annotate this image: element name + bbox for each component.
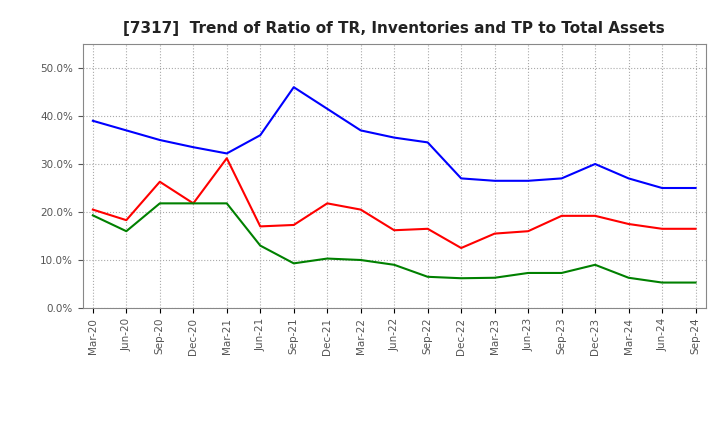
Inventories [289,84,298,90]
Inventories [591,161,600,167]
Trade Receivables [189,201,197,206]
Trade Receivables [624,221,633,227]
Trade Receivables [691,226,700,231]
Inventories [658,185,667,191]
Inventories [624,176,633,181]
Inventories [189,145,197,150]
Line: Trade Receivables: Trade Receivables [93,158,696,248]
Line: Inventories: Inventories [93,87,696,188]
Trade Payables [390,262,399,268]
Trade Payables [658,280,667,285]
Trade Payables [591,262,600,268]
Title: [7317]  Trend of Ratio of TR, Inventories and TP to Total Assets: [7317] Trend of Ratio of TR, Inventories… [123,21,665,36]
Inventories [524,178,533,183]
Inventories [156,137,164,143]
Trade Receivables [490,231,499,236]
Trade Receivables [156,179,164,184]
Trade Receivables [423,226,432,231]
Trade Payables [524,270,533,275]
Trade Payables [189,201,197,206]
Trade Payables [624,275,633,280]
Trade Receivables [89,207,97,212]
Trade Payables [490,275,499,280]
Trade Receivables [457,246,466,251]
Inventories [557,176,566,181]
Trade Payables [122,228,130,234]
Trade Receivables [557,213,566,219]
Trade Payables [89,213,97,218]
Trade Receivables [658,226,667,231]
Inventories [490,178,499,183]
Trade Payables [256,243,264,248]
Trade Payables [691,280,700,285]
Trade Payables [156,201,164,206]
Inventories [222,151,231,156]
Trade Receivables [591,213,600,219]
Trade Receivables [524,228,533,234]
Trade Payables [423,274,432,279]
Inventories [356,128,365,133]
Inventories [691,185,700,191]
Line: Trade Payables: Trade Payables [93,203,696,282]
Trade Payables [222,201,231,206]
Trade Payables [457,275,466,281]
Inventories [390,135,399,140]
Trade Receivables [122,217,130,223]
Trade Receivables [390,227,399,233]
Trade Receivables [256,224,264,229]
Trade Payables [289,261,298,266]
Inventories [122,128,130,133]
Inventories [423,140,432,145]
Inventories [89,118,97,124]
Inventories [457,176,466,181]
Inventories [256,132,264,138]
Trade Receivables [323,201,331,206]
Inventories [323,106,331,111]
Trade Receivables [356,207,365,212]
Trade Receivables [222,156,231,161]
Trade Payables [557,270,566,275]
Trade Payables [356,257,365,263]
Trade Receivables [289,222,298,227]
Trade Payables [323,256,331,261]
